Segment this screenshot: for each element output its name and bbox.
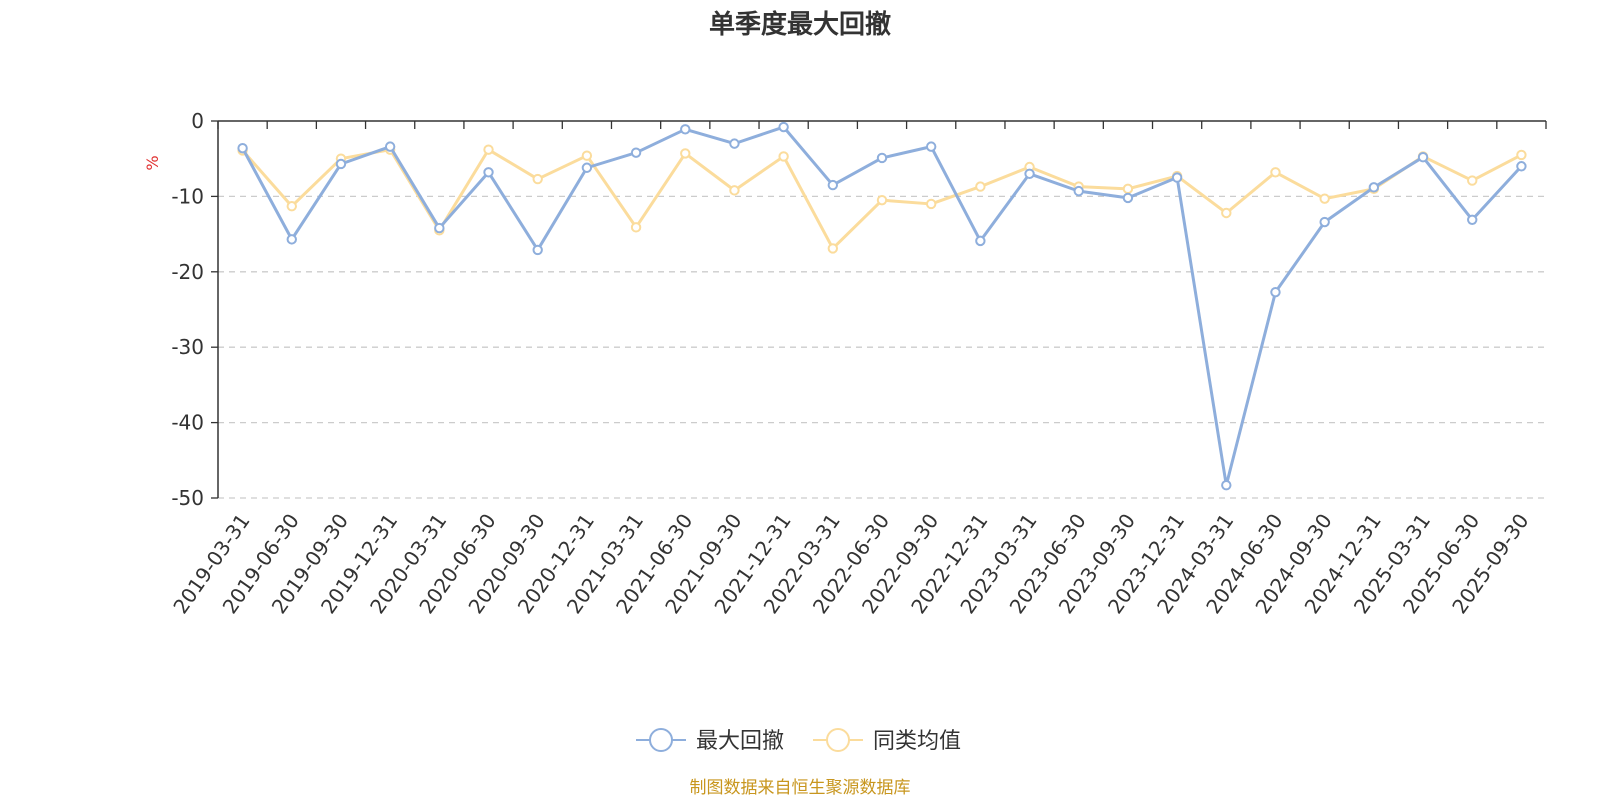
data-point [483, 144, 494, 155]
data-point [581, 162, 593, 173]
data-point [335, 158, 347, 170]
data-point [1467, 175, 1478, 186]
data-point [729, 138, 740, 149]
data-point [975, 181, 986, 192]
legend: 最大回撤 同类均值 [636, 728, 961, 754]
legend-label: 同类均值 [873, 729, 961, 754]
y-tick-label: 0 [191, 109, 204, 133]
data-point [1270, 286, 1281, 298]
data-point [1368, 182, 1380, 193]
y-tick-label: -50 [171, 486, 204, 510]
y-tick-label: -40 [171, 411, 204, 435]
legend-circle-marker [649, 728, 673, 752]
source-note: 制图数据来自恒生聚源数据库 [689, 778, 911, 798]
data-point [925, 141, 937, 152]
data-point [827, 179, 839, 191]
data-point [729, 185, 740, 196]
data-point [1516, 161, 1527, 172]
data-point [630, 147, 642, 158]
data-point [1270, 167, 1281, 178]
data-point [434, 222, 445, 234]
y-tick-label: -10 [171, 184, 204, 208]
y-axis-unit-label: % [143, 155, 162, 170]
data-point [1417, 151, 1429, 163]
data-point [1122, 183, 1134, 195]
data-point [827, 243, 839, 254]
y-tick-label: -20 [171, 260, 204, 284]
data-point [778, 121, 789, 133]
axes: 0-10-20-30-40-50%2019-03-312019-06-30201… [143, 109, 1547, 618]
data-point [680, 124, 691, 135]
data-point [1221, 207, 1232, 219]
data-point [975, 235, 986, 247]
data-point [1516, 149, 1527, 161]
data-point [581, 150, 593, 161]
data-point [680, 148, 691, 159]
series-line [241, 125, 1523, 487]
data-point [384, 141, 396, 152]
data-point [237, 142, 248, 154]
legend-label: 最大回撤 [696, 729, 784, 754]
data-point [483, 167, 494, 178]
data-point [876, 194, 888, 206]
legend-circle-marker [826, 728, 850, 752]
data-point [778, 151, 789, 162]
data-point [286, 234, 297, 245]
chart-title: 单季度最大回撤 [708, 10, 891, 40]
data-point [1122, 192, 1134, 204]
data-point [1319, 216, 1330, 228]
data-point [532, 244, 543, 256]
y-tick-label: -30 [171, 335, 204, 359]
data-point [630, 222, 642, 233]
data-point [1319, 193, 1330, 204]
series-lines [237, 121, 1527, 491]
data-point [286, 201, 297, 212]
grid-lines [218, 195, 1546, 499]
data-point [1171, 172, 1183, 183]
data-point [532, 173, 543, 185]
data-point [1467, 214, 1478, 225]
data-point [876, 152, 888, 164]
data-point [1024, 168, 1035, 179]
data-point [1073, 185, 1084, 197]
data-point [1221, 479, 1232, 491]
data-point [925, 198, 937, 210]
